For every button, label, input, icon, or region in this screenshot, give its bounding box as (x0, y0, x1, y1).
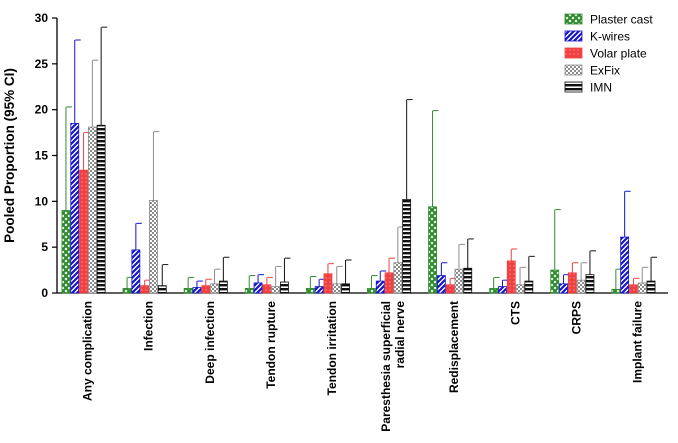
bar-exfix (332, 283, 342, 294)
y-tick-label: 0 (41, 286, 48, 300)
bar-k-wires (314, 286, 324, 294)
bar-k-wires (498, 286, 507, 294)
x-tick-label: Deep infection (203, 301, 217, 384)
bar-volar-plate (629, 284, 638, 294)
bar-exfix (637, 282, 647, 294)
bar-imn (341, 283, 350, 294)
y-axis-title: Pooled Proportion (95% CI) (2, 68, 17, 243)
x-tick-label: Tendon rupture (264, 301, 278, 389)
legend-swatch-k-wires (564, 30, 583, 42)
bar-imn (280, 281, 289, 294)
y-tick-label: 20 (35, 103, 49, 117)
bar-k-wires (375, 280, 385, 294)
bar-exfix (149, 200, 158, 294)
bar-plaster-cast (489, 288, 499, 294)
legend-label-plaster-cast: Plaster cast (590, 13, 653, 27)
x-tick-label: CRPS (569, 301, 583, 334)
y-tick-label: 10 (35, 194, 49, 208)
bar-plaster-cast (550, 269, 560, 294)
bar-exfix (210, 283, 219, 294)
bar-volar-plate (567, 272, 577, 294)
y-tick-label: 25 (35, 57, 49, 71)
bar-plaster-cast (61, 210, 71, 294)
x-tick-label: Any complication (81, 301, 95, 401)
bar-k-wires (620, 236, 630, 294)
bar-imn (157, 285, 167, 294)
legend-swatch-volar-plate (564, 47, 583, 59)
x-tick-label: CTS (508, 301, 522, 325)
bar-imn (463, 267, 473, 294)
x-tick-label: Implant failure (630, 301, 644, 383)
bar-exfix (87, 126, 97, 294)
bar-plaster-cast (122, 288, 132, 294)
bar-volar-plate (506, 260, 516, 294)
legend-swatch-imn (564, 81, 583, 93)
y-tick-label: 5 (41, 240, 48, 254)
bar-k-wires (436, 275, 446, 294)
bar-volar-plate (79, 169, 88, 294)
bar-plaster-cast (183, 288, 193, 294)
legend-label-exfix: ExFix (590, 64, 620, 78)
bar-imn (646, 280, 656, 294)
x-tick-label: Redisplacement (447, 301, 461, 393)
bar-plaster-cast (244, 288, 254, 294)
bar-exfix (454, 268, 464, 294)
legend-swatch-exfix (564, 64, 583, 76)
bar-k-wires (70, 123, 80, 294)
bar-plaster-cast (367, 288, 376, 294)
bar-volar-plate (201, 285, 211, 294)
bar-imn (218, 280, 228, 294)
bar-volar-plate (445, 284, 455, 294)
legend-label-imn: IMN (590, 81, 612, 95)
bar-k-wires (192, 287, 202, 294)
bar-exfix (576, 279, 586, 294)
bar-exfix (515, 284, 525, 294)
bar-exfix (271, 286, 281, 294)
bar-volar-plate (384, 272, 394, 294)
x-tick-label: Infection (142, 301, 156, 351)
bar-imn (402, 199, 412, 294)
bar-imn (585, 274, 595, 294)
bar-k-wires (131, 249, 141, 294)
bar-k-wires (559, 283, 568, 294)
legend-label-k-wires: K-wires (590, 30, 630, 44)
x-tick-label: Paresthesia superficialradial nerve (379, 301, 407, 432)
bar-volar-plate (140, 285, 150, 294)
bar-k-wires (253, 282, 263, 294)
bar-imn (96, 124, 106, 294)
y-tick-label: 30 (35, 11, 49, 25)
bar-exfix (393, 262, 403, 294)
x-tick-label: Tendon irritation (325, 301, 339, 395)
bar-volar-plate (262, 284, 272, 294)
bar-plaster-cast (305, 288, 315, 294)
bar-volar-plate (323, 273, 333, 294)
y-tick-label: 15 (35, 149, 49, 163)
legend-swatch-plaster-cast (564, 13, 583, 25)
bar-plaster-cast (611, 288, 621, 294)
bar-plaster-cast (428, 206, 437, 294)
legend-label-volar-plate: Volar plate (590, 47, 647, 61)
bar-imn (524, 280, 534, 294)
